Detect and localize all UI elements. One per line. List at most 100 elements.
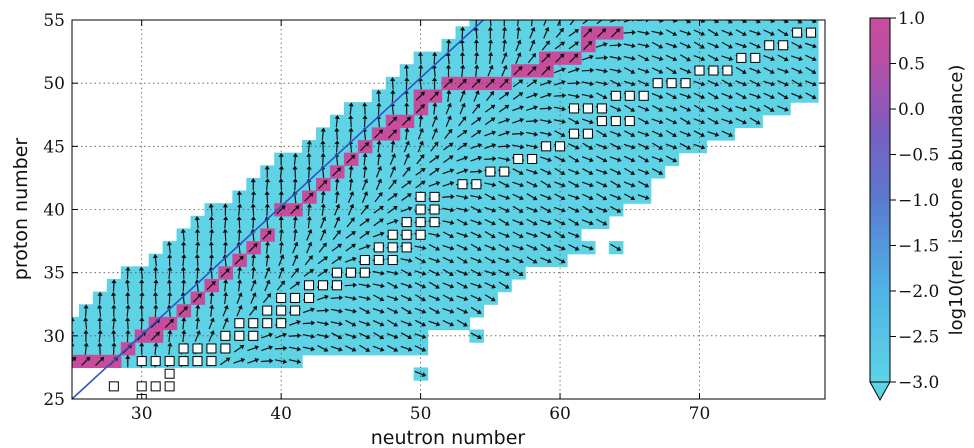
flow-arrow <box>335 193 338 204</box>
flow-arrow-head <box>420 167 426 173</box>
flow-arrow <box>192 295 201 303</box>
flow-arrow-head <box>350 154 356 160</box>
flow-arrow-head <box>686 56 691 62</box>
flow-arrow-head <box>519 182 525 188</box>
flow-arrow-head <box>432 102 438 107</box>
flow-arrow <box>512 119 522 124</box>
flow-arrow <box>274 347 285 350</box>
flow-arrow-head <box>728 31 734 36</box>
flow-arrow-head <box>533 182 538 188</box>
flow-arrow-head <box>236 215 242 221</box>
flow-arrow-head <box>519 195 524 201</box>
flow-arrow <box>526 232 536 237</box>
flow-arrow <box>693 55 703 60</box>
flow-arrow-head <box>417 51 424 56</box>
flow-arrow-head <box>404 127 410 132</box>
flow-arrow-head <box>560 157 566 163</box>
flow-arrow-head <box>700 81 706 87</box>
flow-arrow <box>693 104 703 111</box>
flow-arrow-head <box>562 93 567 99</box>
y-tick-label: 35 <box>43 264 65 284</box>
flow-arrow-head <box>473 26 479 31</box>
flow-arrow-head <box>349 191 355 196</box>
flow-arrow <box>391 92 394 103</box>
flow-arrow <box>386 307 397 313</box>
flow-arrow <box>554 256 564 263</box>
flow-arrow <box>99 345 101 355</box>
flow-arrow <box>651 67 662 73</box>
flow-arrow <box>554 181 564 187</box>
flow-arrow <box>485 80 494 88</box>
flow-arrow <box>623 155 634 161</box>
flow-arrow-head <box>407 283 413 289</box>
flow-arrow-head <box>420 104 425 109</box>
flow-arrow-head <box>435 284 440 289</box>
flow-arrow <box>403 142 409 153</box>
y-tick-label: 50 <box>43 74 65 94</box>
flow-arrow-head <box>573 15 578 20</box>
flow-arrow-head <box>264 165 270 170</box>
flow-arrow-head <box>490 117 496 122</box>
flow-arrow-head <box>460 64 466 69</box>
flow-arrow-head <box>278 215 284 220</box>
flow-arrow-head <box>421 347 427 352</box>
flow-arrow-head <box>379 321 385 327</box>
flow-arrow <box>475 20 477 27</box>
stable-isotope-box <box>555 141 566 152</box>
plot-area <box>72 15 825 399</box>
flow-arrow <box>595 81 606 85</box>
flow-arrow-head <box>278 152 284 157</box>
flow-arrow <box>428 243 438 250</box>
flow-arrow-head <box>504 284 510 289</box>
flow-arrow <box>442 282 452 288</box>
flow-arrow-head <box>167 266 173 271</box>
flow-arrow <box>461 29 464 39</box>
flow-arrow-head <box>349 203 355 209</box>
flow-arrow <box>665 117 675 124</box>
flow-arrow-head <box>306 152 312 157</box>
x-tick-label: 70 <box>689 404 711 424</box>
flow-arrow-head <box>476 117 482 122</box>
flow-arrow <box>210 256 213 267</box>
flow-arrow-head <box>311 320 316 326</box>
flow-arrow <box>624 67 634 73</box>
flow-arrow <box>261 334 271 339</box>
flow-arrow-head <box>464 207 469 213</box>
flow-arrow <box>568 231 578 237</box>
x-axis-title: neutron number <box>371 427 526 448</box>
flow-arrow <box>804 42 815 47</box>
flow-arrow-head <box>589 93 594 99</box>
flow-arrow-head <box>446 102 452 108</box>
flow-arrow <box>540 180 550 187</box>
flow-arrow-head <box>278 228 284 233</box>
flow-arrow <box>321 130 324 140</box>
stable-isotope-box <box>359 255 370 266</box>
flow-arrow <box>637 168 648 174</box>
flow-arrow-head <box>406 193 412 198</box>
flow-arrow <box>224 218 227 229</box>
flow-arrow <box>721 118 731 123</box>
flow-arrow-head <box>742 31 747 36</box>
flow-arrow <box>795 20 801 23</box>
flow-arrow <box>363 155 366 166</box>
flow-arrow <box>389 155 395 165</box>
flow-arrow <box>609 193 620 199</box>
flow-arrow <box>278 269 284 279</box>
flow-arrow-head <box>686 119 691 125</box>
flow-arrow-head <box>617 42 623 48</box>
flow-arrow <box>568 218 578 225</box>
flow-arrow <box>489 20 492 27</box>
flow-arrow <box>349 168 352 178</box>
flow-arrow-head <box>797 43 803 49</box>
flow-arrow-head <box>714 43 720 49</box>
x-tick-label: 30 <box>131 404 153 424</box>
stable-isotope-box <box>471 179 482 190</box>
flow-arrow <box>344 308 355 312</box>
flow-arrow-head <box>602 220 608 226</box>
stable-isotope-box <box>108 381 119 392</box>
flow-arrow-head <box>337 334 343 340</box>
flow-arrow-head <box>463 271 469 276</box>
flow-arrow-head <box>337 243 342 249</box>
flow-arrow-head <box>700 119 706 125</box>
flow-arrow <box>767 20 773 22</box>
